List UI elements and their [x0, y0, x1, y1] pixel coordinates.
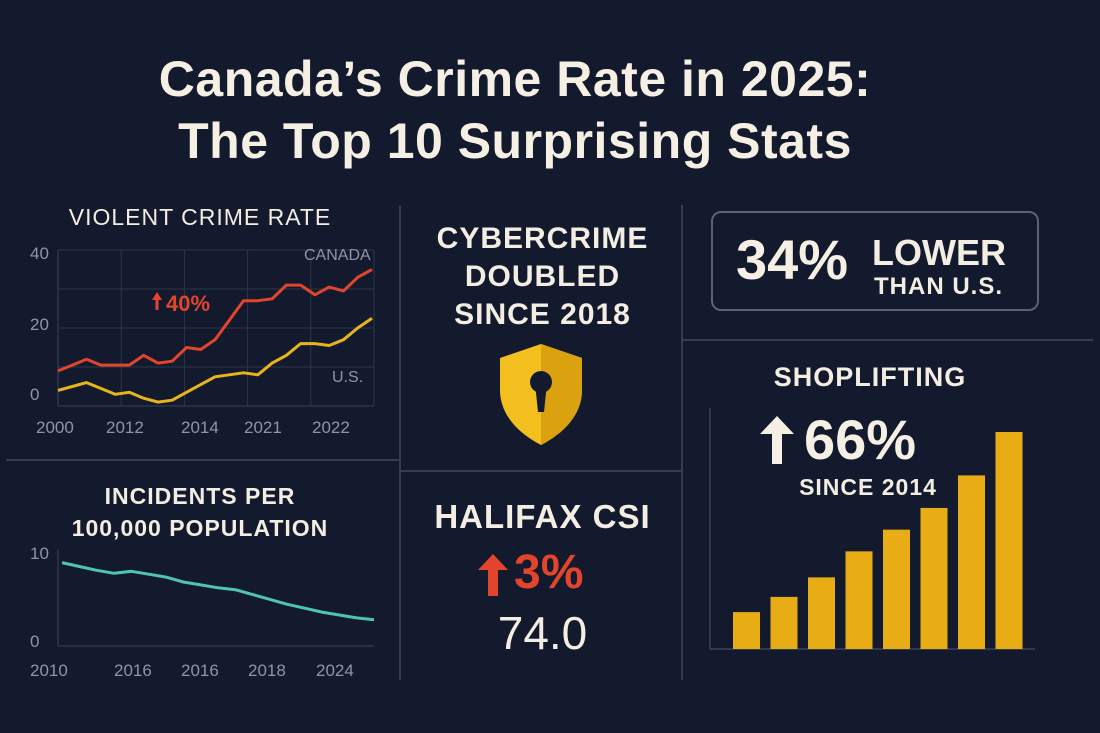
x-tick-label: 2000: [36, 418, 74, 437]
divider-vertical-left: [399, 205, 401, 680]
divider-horizontal-right: [683, 339, 1093, 341]
shield-keyhole-icon: [500, 344, 582, 445]
x-tick-label: 2021: [244, 418, 282, 437]
series-line: [61, 561, 375, 622]
cybercrime-line-3: SINCE 2018: [454, 298, 631, 331]
cybercrime-text: CYBERCRIME DOUBLED SINCE 2018: [405, 220, 680, 334]
violent-crime-chart: 40 20 0 2000 2012 2014 2021 2022 CANADA U.S. 4…: [30, 244, 375, 437]
violent-crime-callout-value: 40%: [166, 291, 210, 316]
x-tick-label: 2014: [181, 418, 219, 437]
y-tick-label: 10: [30, 544, 49, 563]
incidents-chart: 10 0 2010 2016 2016 2018 2024: [30, 544, 375, 680]
incidents-title-line-2: 100,000 POPULATION: [71, 515, 329, 541]
incidents-series: [61, 561, 375, 622]
y-tick-label: 0: [30, 632, 39, 651]
shoplifting-bar: [808, 577, 835, 649]
divider-horizontal-middle: [401, 470, 681, 472]
shoplifting-bar: [845, 551, 873, 649]
shoplifting-bar: [883, 529, 910, 649]
shoplifting-bar: [770, 596, 798, 649]
series-line-canada: [57, 268, 373, 373]
incidents-title: INCIDENTS PER 100,000 POPULATION: [20, 480, 380, 544]
lower-than-us-value: 34%: [736, 228, 849, 291]
x-tick-label: 2016: [181, 661, 219, 680]
arrow-up-icon: [152, 292, 162, 310]
shoplifting-bar: [733, 612, 760, 649]
halifax-change-value: 3%: [514, 546, 584, 599]
violent-crime-x-axis: 2000 2012 2014 2021 2022: [36, 418, 350, 437]
series-line-us: [57, 317, 373, 404]
incidents-axes: [57, 549, 374, 647]
halifax-change: 3%: [470, 548, 620, 598]
shoplifting-bar: [958, 475, 985, 649]
shoplifting-chart: [709, 408, 1035, 650]
y-tick-label: 40: [30, 244, 49, 263]
incidents-x-axis: 2010 2016 2016 2018 2024: [30, 661, 354, 680]
shoplifting-bar: [920, 507, 948, 649]
than-us-label: THAN U.S.: [874, 273, 1003, 300]
page-title: Canada’s Crime Rate in 2025: The Top 10 …: [0, 48, 1030, 172]
incidents-title-line-1: INCIDENTS PER: [104, 483, 296, 509]
title-line-2: The Top 10 Surprising Stats: [178, 113, 852, 169]
halifax-value: 74.0: [497, 607, 588, 659]
halifax-title: HALIFAX CSI: [434, 498, 651, 535]
x-tick-label: 2024: [316, 661, 354, 680]
x-tick-label: 2016: [114, 661, 152, 680]
incidents-y-axis: 10 0: [30, 544, 49, 651]
x-tick-label: 2018: [248, 661, 286, 680]
x-tick-label: 2022: [312, 418, 350, 437]
violent-crime-y-axis: 40 20 0: [30, 244, 49, 404]
y-tick-label: 20: [30, 315, 49, 334]
shoplifting-bar: [995, 432, 1023, 649]
lower-than-us-box: [711, 211, 1039, 311]
divider-horizontal-left: [6, 459, 399, 461]
violent-crime-callout: 40%: [152, 291, 210, 316]
series-label-us: U.S.: [332, 369, 363, 386]
lower-label: LOWER: [872, 232, 1006, 273]
title-line-1: Canada’s Crime Rate in 2025:: [158, 51, 872, 107]
violent-crime-series: [57, 268, 373, 404]
divider-vertical-right: [681, 205, 683, 680]
arrow-up-icon: [478, 554, 508, 596]
series-label-canada: CANADA: [304, 247, 371, 264]
violent-crime-title: VIOLENT CRIME RATE: [68, 204, 332, 230]
cybercrime-line-1: CYBERCRIME: [436, 222, 649, 255]
shoplifting-title: SHOPLIFTING: [773, 362, 967, 392]
x-tick-label: 2010: [30, 661, 68, 680]
violent-crime-grid: [57, 249, 375, 407]
shoplifting-bars: [733, 432, 1023, 649]
cybercrime-line-2: DOUBLED: [464, 260, 621, 293]
shoplifting-change: 66%: [760, 408, 980, 472]
arrow-up-icon: [760, 416, 794, 464]
shoplifting-since: SINCE 2014: [799, 474, 937, 500]
shoplifting-change-value: 66%: [804, 408, 917, 471]
x-tick-label: 2012: [106, 418, 144, 437]
y-tick-label: 0: [30, 385, 39, 404]
